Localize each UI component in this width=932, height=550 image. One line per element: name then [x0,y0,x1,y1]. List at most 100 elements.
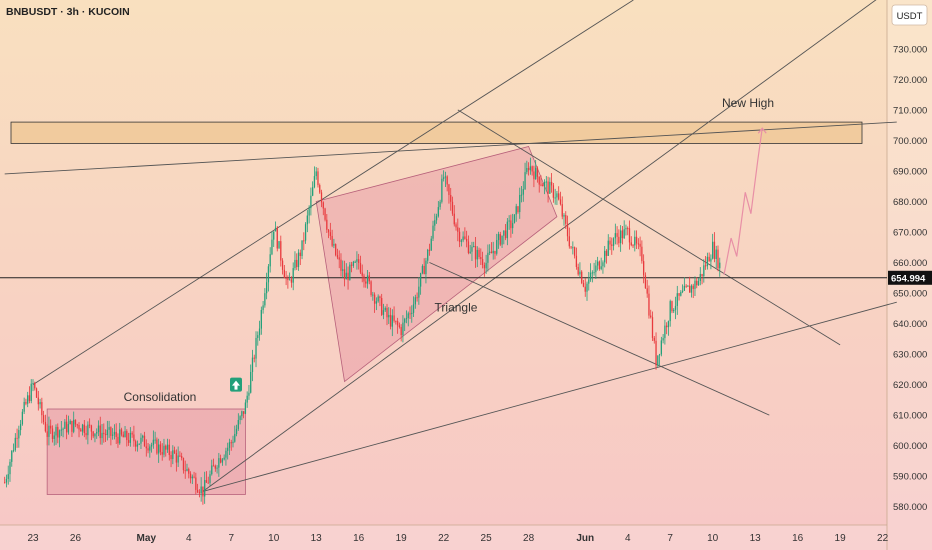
candle-down [182,458,185,471]
candle-up [434,220,436,226]
candle-down [577,266,579,275]
candle-up [108,427,110,430]
candle-up [177,455,179,463]
candle-down [533,171,535,180]
candle-up [604,250,606,263]
candle-up [274,227,277,232]
time-axis[interactable]: 23 26 May 4 7 10 13 16 19 22 25 28 Jun 4 7 10 13 16 19 22 [27,533,888,544]
candle-up [508,220,510,222]
candle-down [28,395,31,401]
candle-down [161,452,163,455]
candle-up [687,285,689,287]
lower-channel-line [202,301,897,492]
candle-up [251,357,254,372]
candle-up [513,214,516,224]
candle-down [370,281,372,295]
arrow-up-glyph [232,380,240,390]
candle-up [535,167,537,180]
candle-up [289,279,291,281]
candle-up [136,444,139,447]
candle-down [538,176,540,185]
candle-up [166,444,169,450]
candle-up [407,313,409,319]
candle-up [39,402,41,405]
candle-down [639,243,641,247]
candle-down [474,246,477,260]
candle-up [172,450,174,460]
candle-up [234,434,236,442]
candle-down [143,435,146,447]
candle-down [296,259,298,268]
candle-up [425,260,427,275]
candle-down [85,433,87,436]
candle-up [23,401,25,412]
candle-down [156,439,158,454]
candle-up [563,215,565,217]
candle-down [504,230,507,239]
candle-down [566,223,569,237]
candle-down [570,246,572,248]
candle-up [549,181,551,194]
candle-up [412,304,415,313]
candle-down [104,434,107,436]
currency-button[interactable]: USDT [891,4,928,26]
candle-up [554,197,556,199]
candle-down [44,421,47,432]
candle-up [106,429,108,436]
candle-down [386,307,388,318]
candle-up [657,355,659,366]
candle-down [446,176,448,185]
candle-up [129,432,131,443]
candle-down [536,167,539,177]
zones-layer [10,121,863,495]
candle-up [384,307,386,311]
candle-up [356,259,358,262]
candle-up [232,441,234,444]
candle-up [67,424,70,433]
candle-down [131,432,133,435]
x-tick-label: 26 [70,533,82,544]
candle-down [692,285,694,289]
candle-down [616,233,618,237]
candle-up [7,474,9,479]
candle-down [448,184,450,195]
candle-up [591,272,593,274]
candle-down [347,272,349,281]
x-tick-label: 13 [311,533,323,544]
candle-down [34,383,36,389]
candle-up [543,181,546,187]
candle-down [195,477,197,490]
candle-down [643,261,645,276]
candle-down [689,285,691,293]
candle-up [497,234,500,241]
candle-down [466,238,468,242]
candle-up [683,285,686,291]
consolidation-label: Consolidation [124,390,197,404]
candle-up [421,265,424,274]
candle-down [188,469,190,474]
candle-down [242,411,245,414]
upper-channel-line [32,0,634,385]
price-axis-panel [887,0,932,525]
candle-down [46,431,48,437]
candle-down [37,397,39,405]
candle-up [579,271,581,275]
candle-up [58,430,61,438]
candle-up [414,297,416,305]
candle-up [349,264,351,281]
candle-up [699,274,701,281]
candle-up [97,425,100,433]
candle-down [361,272,363,276]
candle-up [14,437,16,451]
candle-up [545,181,547,183]
candle-down [299,252,301,257]
x-tick-label: 19 [396,533,408,544]
candle-down [276,227,278,249]
candle-down [331,235,333,246]
y-tick-label: 580.000 [893,502,927,513]
candle-up [342,269,344,271]
chart-title: BNBUSDT · 3h · KUCOIN [6,6,130,18]
candle-down [565,215,567,224]
